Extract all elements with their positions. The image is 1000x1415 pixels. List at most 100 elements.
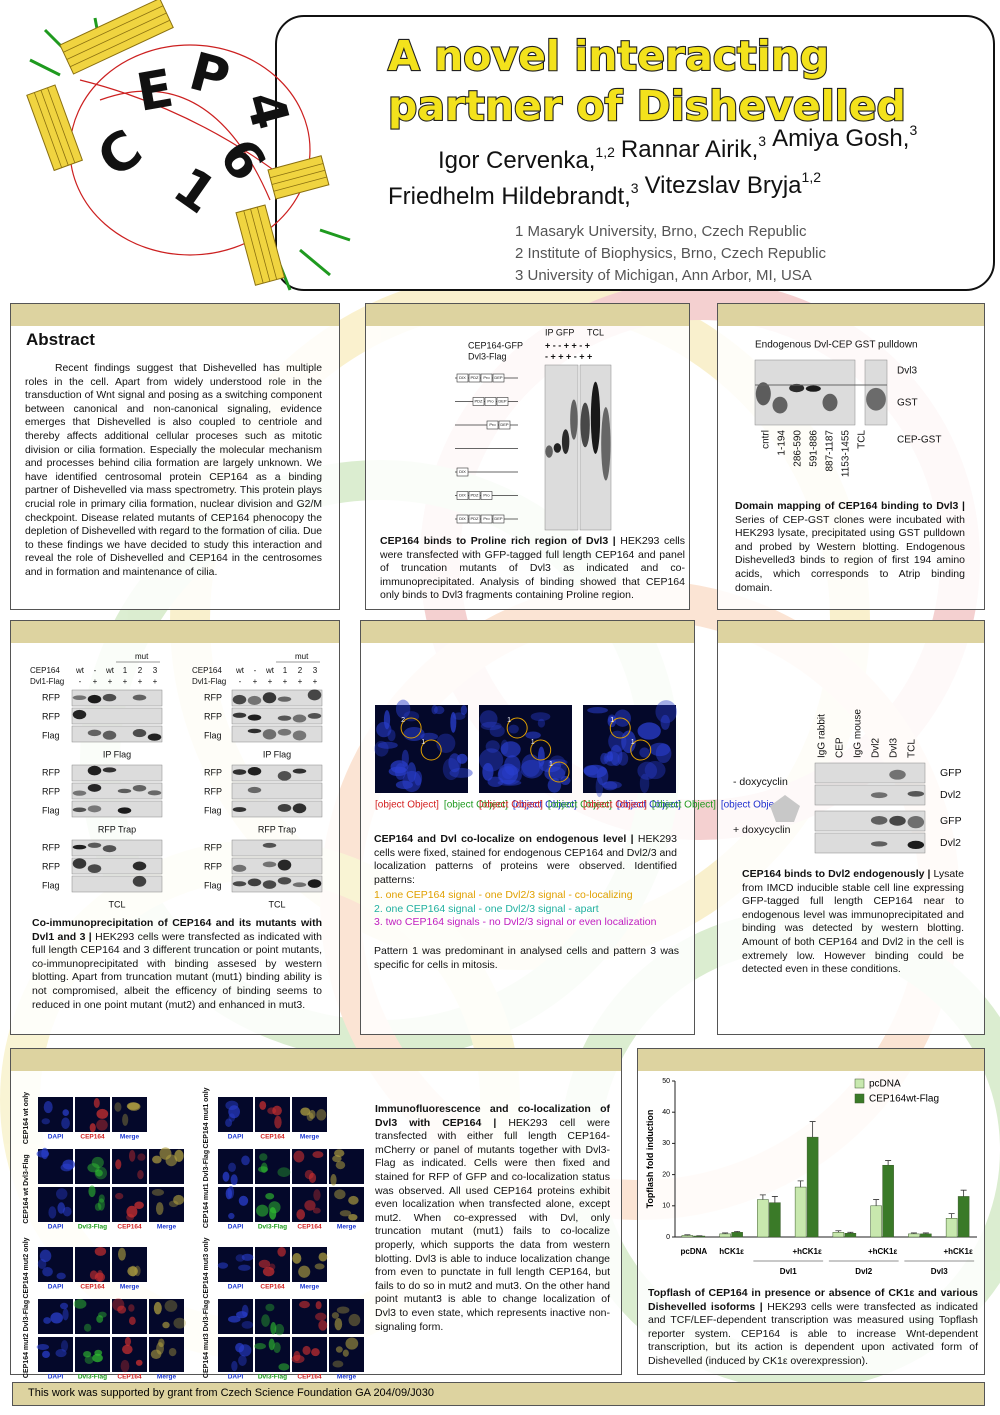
cell (617, 751, 629, 766)
blot-band (590, 381, 601, 454)
pattern-list: 1. one CEP164 signal - one Dvl2/3 signal… (374, 889, 684, 930)
lane-label: 591-886 (809, 430, 820, 467)
blot-row-label: Flag (204, 805, 222, 815)
legend-label: pcDNA (869, 1079, 901, 1090)
lane-cell: wt (235, 666, 245, 675)
x-tick-label: +hCK1ε (792, 1247, 822, 1256)
row-label: CEP164 (192, 666, 222, 675)
domain-label: PDZ (471, 375, 480, 380)
lane-title: CEP-GST (897, 435, 941, 446)
cell (164, 1299, 178, 1312)
blot-row-label: Flag (42, 880, 60, 890)
lane-label: cntrl (761, 430, 772, 449)
domain-panel (717, 303, 985, 610)
marker-ring (548, 761, 570, 783)
cell (57, 1202, 66, 1214)
cell (482, 763, 494, 781)
marker-label: 1 (507, 717, 511, 724)
blot-band (87, 842, 102, 848)
cell (302, 1345, 311, 1355)
blot-band (601, 407, 611, 481)
group-label: Dvl1 (780, 1267, 797, 1276)
lane-cell: 2 (138, 666, 143, 675)
blot-row-label: Flag (42, 730, 60, 740)
micrograph (112, 1247, 147, 1282)
blot-row-label: RFP (204, 861, 222, 871)
cell (238, 1195, 249, 1206)
blot-band (72, 844, 87, 850)
lane-label: IgG rabbit (817, 714, 828, 758)
blot-band (277, 771, 292, 781)
affiliation: 3 University of Michigan, Ann Arbor, MI,… (515, 267, 812, 284)
lane-header: IP GFP (545, 327, 574, 337)
cell (236, 1311, 248, 1319)
lane-cell: + (298, 677, 303, 686)
cell (383, 710, 391, 730)
error-bar (922, 1232, 929, 1234)
footer-band: This work was supported by grant from Cz… (12, 1382, 985, 1406)
image-label: [object Object] (513, 800, 577, 811)
footer-text: This work was supported by grant from Cz… (28, 1387, 434, 1399)
caption: Topflash of CEP164 in presence or absenc… (648, 1287, 978, 1369)
caption-text: HEK293 cell were transfected with either… (375, 1116, 610, 1333)
channel-label: CEP164 (80, 1134, 105, 1141)
cell (395, 699, 411, 719)
domain-box (456, 491, 469, 500)
micrograph (255, 1149, 290, 1184)
cell (217, 1262, 229, 1269)
error-bar (722, 1232, 729, 1234)
blot (814, 832, 926, 854)
image-label: [object Object] (444, 800, 508, 811)
blot (71, 764, 163, 782)
domain-box (468, 373, 481, 383)
cell (300, 1107, 311, 1116)
y-tick-label: 50 (662, 1078, 670, 1085)
marker-ring (506, 717, 528, 739)
error-bar (759, 1194, 766, 1200)
blot-band (292, 803, 307, 814)
image-label: [object Object] (583, 800, 647, 811)
blot-band (147, 790, 162, 796)
cell (152, 1155, 162, 1164)
cell (59, 1302, 69, 1310)
row-label: Dvl1-Flag (192, 677, 226, 686)
y-tick-label: 40 (662, 1109, 670, 1116)
marker-ring (420, 739, 442, 761)
x-tick-label: +hCK1ε (868, 1247, 898, 1256)
y-tick-label: 20 (662, 1171, 670, 1178)
blot-row-label: Dvl2 (940, 837, 961, 849)
cell (267, 1107, 277, 1115)
micrograph (38, 1187, 73, 1222)
cell (273, 1342, 281, 1354)
channel-label: DAPI (228, 1134, 244, 1141)
micrograph (255, 1097, 290, 1132)
cell (583, 765, 599, 776)
cell (228, 1212, 235, 1220)
domain-box (468, 514, 481, 524)
cell (292, 1252, 302, 1264)
marker-label: 1 (549, 761, 553, 768)
channel-label: CEP164 (117, 1374, 142, 1381)
cell (42, 1350, 50, 1359)
domain-label: PDZ (471, 493, 480, 498)
cell (587, 707, 608, 714)
lane-cell: - (239, 677, 242, 686)
cell (433, 706, 445, 715)
cell (112, 1298, 125, 1311)
blot (814, 762, 926, 784)
cell (173, 1194, 185, 1205)
domain-box (484, 397, 497, 406)
cell (291, 1355, 305, 1364)
cell (50, 1312, 63, 1324)
blot-band (772, 396, 788, 414)
cell (603, 751, 620, 766)
cell (241, 1320, 254, 1329)
pattern: 1. one CEP164 signal - one Dvl2/3 signal… (374, 889, 633, 901)
channel-label: CEP164 (260, 1284, 285, 1291)
cell (124, 1336, 132, 1346)
cell (155, 1202, 164, 1215)
lane-label: Dvl3 (889, 738, 900, 758)
cell (225, 1118, 233, 1127)
blot-band (755, 382, 771, 406)
channel-label: Dvl3-Flag (78, 1374, 107, 1381)
